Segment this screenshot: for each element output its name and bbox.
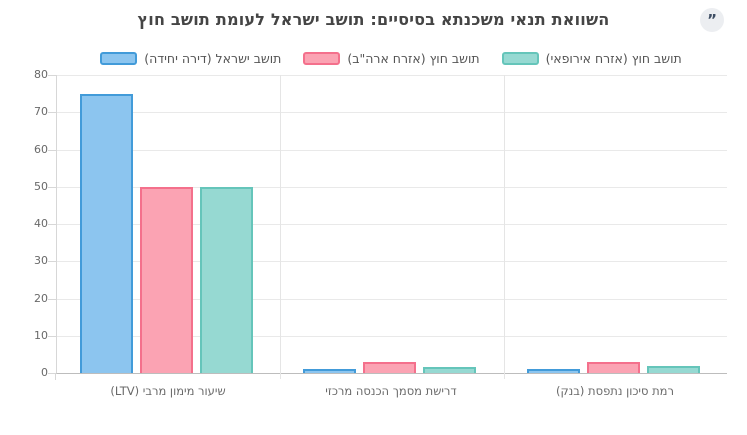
y-tick-label: 70 bbox=[34, 105, 48, 118]
y-tick-mark bbox=[48, 336, 56, 337]
y-tick-label: 40 bbox=[34, 217, 48, 230]
quote-icon: ” bbox=[707, 11, 717, 29]
gridline-vertical bbox=[280, 75, 281, 379]
x-axis-label: רמת סיכון נתפסת (בנק) bbox=[556, 384, 674, 398]
y-tick-label: 0 bbox=[41, 366, 48, 379]
gridline bbox=[57, 224, 727, 225]
gridline bbox=[57, 150, 727, 151]
y-tick-mark bbox=[48, 75, 56, 76]
y-tick-label: 50 bbox=[34, 180, 48, 193]
y-tick-label: 30 bbox=[34, 254, 48, 267]
bar-series1-cat1[interactable] bbox=[80, 94, 133, 373]
bar-series2-cat1[interactable] bbox=[140, 187, 193, 373]
legend-label: תושב ישראל (דירה יחידה) bbox=[144, 50, 282, 66]
bar-series3-cat3[interactable] bbox=[647, 366, 700, 373]
bar-series1-cat3[interactable] bbox=[527, 369, 580, 373]
y-tick-label: 10 bbox=[34, 329, 48, 342]
x-axis-label: שיעור מימון מרבי (LTV) bbox=[110, 384, 226, 398]
bar-series2-cat3[interactable] bbox=[587, 362, 640, 373]
bar-series1-cat2[interactable] bbox=[303, 369, 356, 373]
gridline bbox=[57, 112, 727, 113]
gridline bbox=[57, 336, 727, 337]
y-tick-label: 20 bbox=[34, 292, 48, 305]
y-tick-mark bbox=[48, 224, 56, 225]
y-tick-label: 60 bbox=[34, 143, 48, 156]
gridline-vertical bbox=[504, 75, 505, 379]
gridline bbox=[57, 187, 727, 188]
x-axis-label: דרישת מסמך הכנסה מרכזי bbox=[325, 384, 457, 398]
gridline bbox=[57, 75, 727, 76]
y-tick-mark bbox=[48, 261, 56, 262]
legend-item-series2[interactable]: תושב חוץ (אזרח ארה"ב) bbox=[303, 50, 480, 66]
legend-item-series1[interactable]: תושב ישראל (דירה יחידה) bbox=[100, 51, 281, 66]
legend-label: תושב חוץ (אזרח אירופאי) bbox=[545, 50, 682, 66]
y-tick-label: 80 bbox=[34, 68, 48, 81]
x-tick-mark bbox=[55, 373, 56, 380]
y-tick-mark bbox=[48, 112, 56, 113]
plot-area bbox=[56, 75, 727, 379]
y-tick-mark bbox=[48, 187, 56, 188]
gridline bbox=[57, 261, 727, 262]
y-tick-mark bbox=[48, 373, 56, 374]
bar-series3-cat1[interactable] bbox=[200, 187, 253, 373]
gridline bbox=[57, 299, 727, 300]
legend-item-series3[interactable]: תושב חוץ (אזרח אירופאי) bbox=[501, 50, 682, 66]
chart-title: השוואת תנאי משכנתא בסיסיים: תושב ישראל ל… bbox=[137, 10, 610, 29]
legend-swatch-icon bbox=[100, 51, 138, 65]
legend-label: תושב חוץ (אזרח ארה"ב) bbox=[347, 50, 480, 66]
quote-button[interactable]: ” bbox=[700, 8, 724, 32]
y-tick-mark bbox=[48, 150, 56, 151]
bar-series2-cat2[interactable] bbox=[363, 362, 416, 373]
y-tick-mark bbox=[48, 299, 56, 300]
bar-series3-cat2[interactable] bbox=[423, 367, 476, 373]
chart-legend: תושב ישראל (דירה יחידה) תושב חוץ (אזרח אר… bbox=[56, 49, 726, 67]
legend-swatch-icon bbox=[303, 51, 341, 65]
legend-swatch-icon bbox=[501, 51, 539, 65]
